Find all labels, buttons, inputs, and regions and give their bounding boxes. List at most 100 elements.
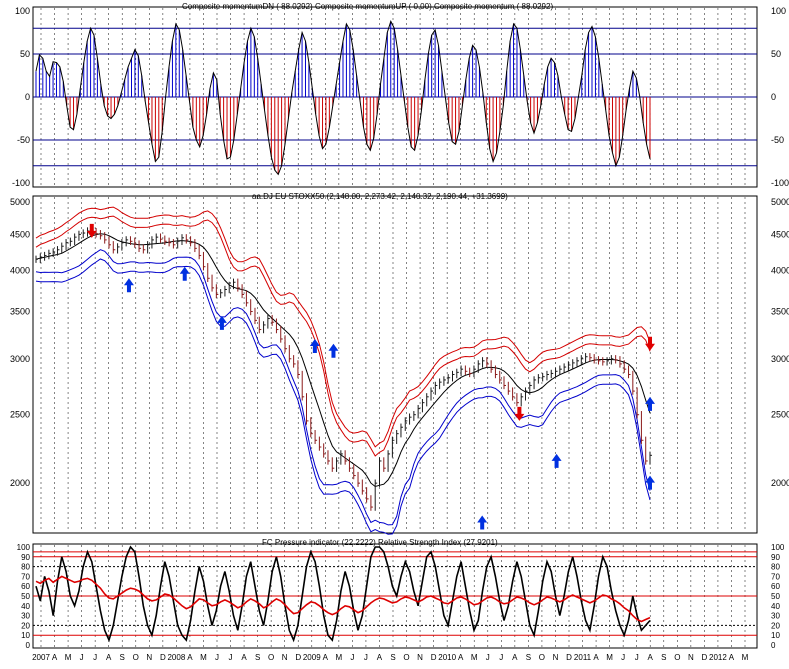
buy-arrow-icon [216, 315, 227, 330]
oscillator-y-tick-left: 70 [21, 572, 30, 581]
momentum-y-tick-right: -50 [771, 135, 784, 145]
price-panel-frame [32, 195, 758, 534]
x-tick-label: J [80, 653, 84, 662]
oscillator-y-tick-left: 80 [21, 563, 30, 572]
momentum-y-tick-right: 50 [771, 49, 781, 59]
oscillator-y-tick-left: 40 [21, 602, 30, 611]
x-tick-label: J [215, 653, 219, 662]
momentum-y-tick-left: -100 [12, 178, 30, 188]
upper-band [35, 215, 651, 457]
momentum-y-tick-left: 50 [20, 49, 30, 59]
x-tick-label: S [661, 653, 666, 662]
oscillator-y-tick-right: 70 [771, 572, 780, 581]
x-tick-label: O [539, 653, 545, 662]
x-tick-label: 2011 [574, 653, 592, 662]
oscillator-y-tick-right: 10 [771, 631, 780, 640]
x-tick-label: N [146, 653, 152, 662]
price-y-tick-left: 2500 [10, 410, 30, 420]
price-y-tick-right: 4000 [771, 266, 789, 276]
oscillator-y-tick-left: 100 [17, 543, 31, 552]
oscillator-y-tick-left: 20 [21, 621, 30, 630]
price-y-tick-left: 5000 [10, 197, 30, 207]
buy-arrow-icon [645, 396, 655, 411]
buy-arrow-icon [477, 515, 488, 530]
price-y-tick-left: 3500 [10, 306, 30, 316]
x-tick-label: N [553, 653, 559, 662]
momentum-y-tick-left: -50 [17, 135, 30, 145]
x-tick-label: D [431, 653, 437, 662]
momentum-panel-title: Composite momentumDN ( 88.0292) Composit… [182, 2, 554, 11]
buy-arrow-icon [328, 343, 339, 358]
lower-band [35, 249, 651, 526]
oscillator-y-tick-right: 30 [771, 612, 780, 621]
x-tick-label: S [255, 653, 260, 662]
sell-arrow-icon [645, 336, 655, 351]
momentum-y-tick-right: 100 [771, 6, 786, 16]
price-y-tick-left: 3000 [10, 354, 30, 364]
rsi-line [35, 575, 651, 623]
oscillator-y-tick-left: 50 [21, 592, 30, 601]
price-y-tick-right: 3000 [771, 354, 789, 364]
x-tick-label: 2007 [32, 653, 50, 662]
x-tick-label: O [674, 653, 680, 662]
x-tick-label: N [282, 653, 288, 662]
oscillator-y-tick-right: 60 [771, 582, 780, 591]
x-tick-label: 2010 [438, 653, 456, 662]
x-tick-label: A [52, 653, 58, 662]
x-tick-label: A [648, 653, 654, 662]
x-tick-label: N [688, 653, 694, 662]
x-tick-label: M [200, 653, 207, 662]
price-y-tick-left: 4000 [10, 266, 30, 276]
x-tick-label: M [336, 653, 343, 662]
lower-band-outer [35, 258, 651, 535]
x-tick-label: A [377, 653, 383, 662]
x-tick-label: 2009 [303, 653, 321, 662]
x-tick-label: A [729, 653, 735, 662]
oscillator-y-tick-left: 60 [21, 582, 30, 591]
x-tick-label: S [390, 653, 395, 662]
x-tick-label: J [499, 653, 503, 662]
price-y-tick-right: 3500 [771, 306, 789, 316]
oscillator-y-tick-left: 0 [26, 641, 31, 650]
momentum-outline [35, 19, 651, 176]
buy-arrow-icon [309, 338, 320, 353]
x-tick-label: O [403, 653, 409, 662]
oscillator-y-tick-right: 20 [771, 621, 780, 630]
x-tick-label: S [526, 653, 531, 662]
x-tick-label: 2008 [167, 653, 185, 662]
x-tick-label: M [742, 653, 749, 662]
x-tick-label: M [65, 653, 72, 662]
x-tick-label: A [241, 653, 247, 662]
buy-arrow-icon [551, 453, 562, 468]
price-y-tick-right: 2500 [771, 410, 789, 420]
x-tick-label: D [701, 653, 707, 662]
x-tick-label: J [621, 653, 625, 662]
upper-band-outer [35, 206, 651, 448]
momentum-y-tick-right: 0 [771, 92, 776, 102]
pressure-indicator-line [35, 545, 651, 643]
moving-average-line [35, 233, 651, 488]
x-tick-label: J [350, 653, 354, 662]
x-tick-label: J [229, 653, 233, 662]
oscillator-y-tick-right: 40 [771, 602, 780, 611]
oscillator-panel-title: FC Pressure indicator (22.2222) Relative… [262, 538, 498, 547]
oscillator-y-tick-right: 50 [771, 592, 780, 601]
price-y-tick-left: 2000 [10, 478, 30, 488]
sell-arrow-icon [514, 406, 525, 421]
x-tick-label: 2012 [709, 653, 727, 662]
oscillator-y-tick-left: 10 [21, 631, 30, 640]
oscillator-y-tick-right: 0 [771, 641, 776, 650]
oscillator-y-tick-right: 100 [771, 543, 785, 552]
x-tick-label: M [471, 653, 478, 662]
x-tick-label: O [133, 653, 139, 662]
oscillator-y-tick-left: 90 [21, 553, 30, 562]
momentum-y-tick-left: 0 [25, 92, 30, 102]
x-tick-label: J [486, 653, 490, 662]
price-y-tick-right: 5000 [771, 197, 789, 207]
buy-arrow-icon [179, 266, 190, 281]
x-tick-label: J [93, 653, 97, 662]
price-y-tick-right: 4500 [771, 229, 789, 239]
x-tick-label: A [323, 653, 329, 662]
x-tick-label: O [268, 653, 274, 662]
